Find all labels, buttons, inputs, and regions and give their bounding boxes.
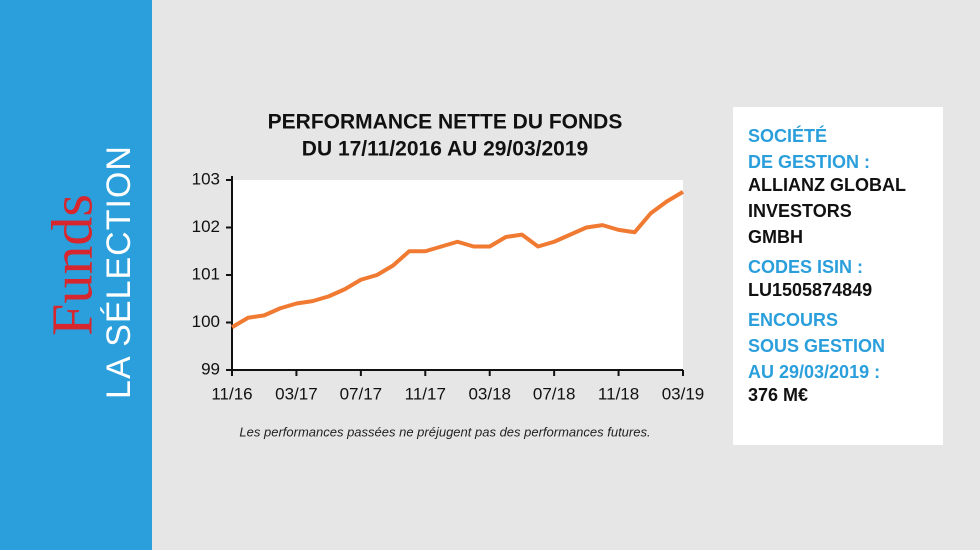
x-tick-label: 07/18 (533, 384, 576, 403)
info-value: 376 M€ (748, 385, 808, 405)
x-tick-label: 11/16 (211, 384, 252, 403)
footnote: Les performances passées ne préjugent pa… (239, 424, 650, 439)
info-value: LU1505874849 (748, 280, 872, 300)
section: LA SÉLECTION (100, 145, 138, 399)
y-tick-label: 99 (201, 359, 220, 378)
x-tick-label: 03/17 (275, 384, 318, 403)
y-tick-label: 100 (192, 312, 220, 331)
info-label: DE GESTION : (748, 152, 870, 172)
x-tick-label: 03/18 (468, 384, 511, 403)
brand: Funds (39, 194, 104, 336)
y-tick-label: 101 (192, 264, 220, 283)
x-tick-label: 07/17 (340, 384, 383, 403)
info-value: ALLIANZ GLOBAL (748, 175, 906, 195)
info-label: AU 29/03/2019 : (748, 362, 880, 382)
info-value: GMBH (748, 227, 803, 247)
plot-area (232, 180, 683, 370)
chart-subtitle: DU 17/11/2016 AU 29/03/2019 (302, 138, 588, 161)
y-tick-label: 103 (192, 169, 220, 188)
info-label: SOCIÉTÉ (748, 125, 827, 146)
sidebar (0, 0, 152, 550)
info-label: CODES ISIN : (748, 257, 863, 277)
chart-title: PERFORMANCE NETTE DU FONDS (268, 111, 623, 134)
x-tick-label: 11/17 (405, 384, 446, 403)
info-label: ENCOURS (748, 310, 838, 330)
x-tick-label: 03/19 (662, 384, 705, 403)
info-panel (733, 107, 943, 445)
y-tick-label: 102 (192, 217, 220, 236)
x-tick-label: 11/18 (598, 384, 639, 403)
line (230, 190, 685, 329)
info-label: SOUS GESTION (748, 336, 885, 356)
info-value: INVESTORS (748, 201, 852, 221)
